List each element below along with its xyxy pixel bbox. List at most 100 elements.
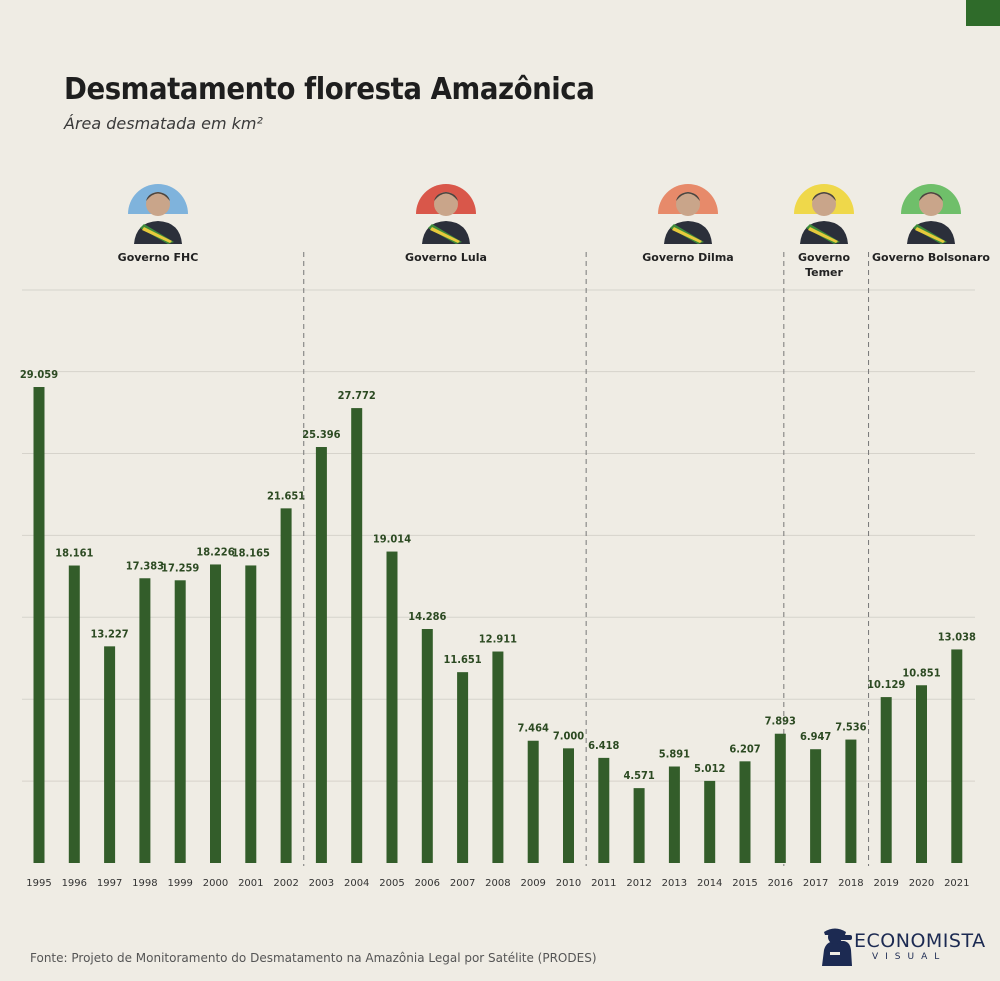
government-0: Governo FHC bbox=[118, 184, 199, 264]
government-label: Temer bbox=[805, 266, 843, 279]
value-label-2009: 7.464 bbox=[518, 722, 549, 735]
government-label: Governo FHC bbox=[118, 251, 199, 264]
bar-2018 bbox=[845, 739, 857, 863]
value-label-2019: 10.129 bbox=[867, 678, 905, 691]
tick-label-1999: 1999 bbox=[167, 878, 192, 889]
value-label-2013: 5.891 bbox=[659, 748, 690, 761]
tick-label-2000: 2000 bbox=[203, 878, 228, 889]
tick-label-2018: 2018 bbox=[838, 878, 863, 889]
corner-accent bbox=[966, 0, 1000, 26]
tick-label-2005: 2005 bbox=[379, 878, 404, 889]
portrait-sash-stripe bbox=[142, 227, 172, 243]
bar-2008 bbox=[492, 651, 504, 863]
portrait-sash-stripe bbox=[430, 227, 460, 243]
tick-label-2001: 2001 bbox=[238, 878, 263, 889]
portrait-hair bbox=[676, 192, 700, 201]
tick-label-2017: 2017 bbox=[803, 878, 828, 889]
portrait-hair bbox=[434, 192, 458, 201]
value-label-1999: 17.259 bbox=[161, 561, 199, 574]
portrait-face bbox=[146, 192, 170, 216]
value-label-1996: 18.161 bbox=[55, 547, 93, 560]
value-label-2012: 4.571 bbox=[623, 769, 654, 782]
bar-1998 bbox=[139, 578, 151, 863]
bar-2021 bbox=[951, 649, 963, 863]
value-label-2000: 18.226 bbox=[196, 545, 234, 558]
tick-label-2009: 2009 bbox=[520, 878, 545, 889]
bar-1996 bbox=[68, 565, 80, 863]
bar-1999 bbox=[174, 580, 186, 863]
chart-title: Desmatamento floresta Amazônica bbox=[64, 72, 595, 107]
bar-2020 bbox=[916, 685, 927, 863]
value-label-2003: 25.396 bbox=[302, 428, 340, 441]
value-label-1997: 13.227 bbox=[90, 627, 128, 640]
tick-label-1997: 1997 bbox=[97, 878, 122, 889]
bar-2013 bbox=[668, 766, 680, 863]
value-label-2021: 13.038 bbox=[938, 630, 976, 643]
tick-label-2010: 2010 bbox=[556, 878, 581, 889]
bar-2019 bbox=[880, 697, 892, 863]
bar-2011 bbox=[598, 757, 610, 863]
tick-label-2003: 2003 bbox=[309, 878, 334, 889]
tick-label-1996: 1996 bbox=[62, 878, 87, 889]
government-2: Governo Dilma bbox=[642, 184, 734, 264]
tick-label-2021: 2021 bbox=[944, 878, 969, 889]
tick-label-2007: 2007 bbox=[450, 878, 475, 889]
portrait-face bbox=[676, 192, 700, 216]
bar-2004 bbox=[351, 408, 363, 863]
value-label-2017: 6.947 bbox=[800, 730, 831, 743]
tick-label-1995: 1995 bbox=[26, 878, 51, 889]
bar-2010 bbox=[563, 748, 574, 863]
portrait-hair bbox=[146, 192, 170, 201]
portrait-face bbox=[434, 192, 458, 216]
value-label-2015: 6.207 bbox=[729, 742, 760, 755]
value-label-2020: 10.851 bbox=[902, 666, 940, 679]
logo-word: ECONOMISTA bbox=[854, 930, 986, 952]
government-4: Governo Bolsonaro bbox=[872, 184, 990, 264]
bar-2014 bbox=[704, 780, 716, 863]
portrait-hair bbox=[919, 192, 943, 201]
portrait-hair bbox=[812, 192, 836, 201]
tick-label-2004: 2004 bbox=[344, 878, 369, 889]
value-label-2014: 5.012 bbox=[694, 762, 725, 775]
government-label: Governo Lula bbox=[405, 251, 487, 264]
bar-2017 bbox=[810, 749, 822, 863]
bar-2001 bbox=[245, 565, 257, 863]
tick-label-2014: 2014 bbox=[697, 878, 722, 889]
government-1: Governo Lula bbox=[405, 184, 487, 264]
portrait-face bbox=[812, 192, 836, 216]
bar-2015 bbox=[739, 761, 751, 863]
value-label-2002: 21.651 bbox=[267, 489, 305, 502]
value-label-2010: 7.000 bbox=[553, 729, 584, 742]
tick-label-2006: 2006 bbox=[415, 878, 440, 889]
portrait-sash-stripe bbox=[808, 227, 838, 243]
portrait-face bbox=[919, 192, 943, 216]
logo-subword: VISUAL bbox=[872, 952, 947, 962]
bar-2002 bbox=[280, 508, 292, 863]
man-with-binoculars-icon bbox=[822, 928, 852, 966]
value-label-2005: 19.014 bbox=[373, 533, 411, 546]
tick-label-2013: 2013 bbox=[662, 878, 687, 889]
value-label-1998: 17.383 bbox=[126, 559, 164, 572]
value-label-2011: 6.418 bbox=[588, 739, 619, 752]
chart-subtitle: Área desmatada em km² bbox=[64, 114, 263, 133]
value-label-2006: 14.286 bbox=[408, 610, 446, 623]
government-label: Governo bbox=[798, 251, 850, 264]
value-label-2001: 18.165 bbox=[232, 546, 270, 559]
bar-2005 bbox=[386, 551, 398, 863]
bar-2012 bbox=[633, 788, 645, 863]
tick-label-2012: 2012 bbox=[626, 878, 651, 889]
value-label-2018: 7.536 bbox=[835, 721, 866, 734]
bar-2009 bbox=[527, 740, 539, 863]
bar-1997 bbox=[104, 646, 116, 863]
tick-label-2011: 2011 bbox=[591, 878, 616, 889]
value-label-2007: 11.651 bbox=[443, 653, 481, 666]
government-label: Governo Bolsonaro bbox=[872, 251, 990, 264]
government-label: Governo Dilma bbox=[642, 251, 733, 264]
bar-2000 bbox=[210, 564, 221, 863]
value-label-2008: 12.911 bbox=[479, 633, 517, 646]
tick-label-2016: 2016 bbox=[768, 878, 793, 889]
tick-label-2020: 2020 bbox=[909, 878, 934, 889]
government-3: Governo Temer bbox=[793, 184, 855, 279]
tick-label-2008: 2008 bbox=[485, 878, 510, 889]
source-note: Fonte: Projeto de Monitoramento do Desma… bbox=[30, 951, 597, 965]
